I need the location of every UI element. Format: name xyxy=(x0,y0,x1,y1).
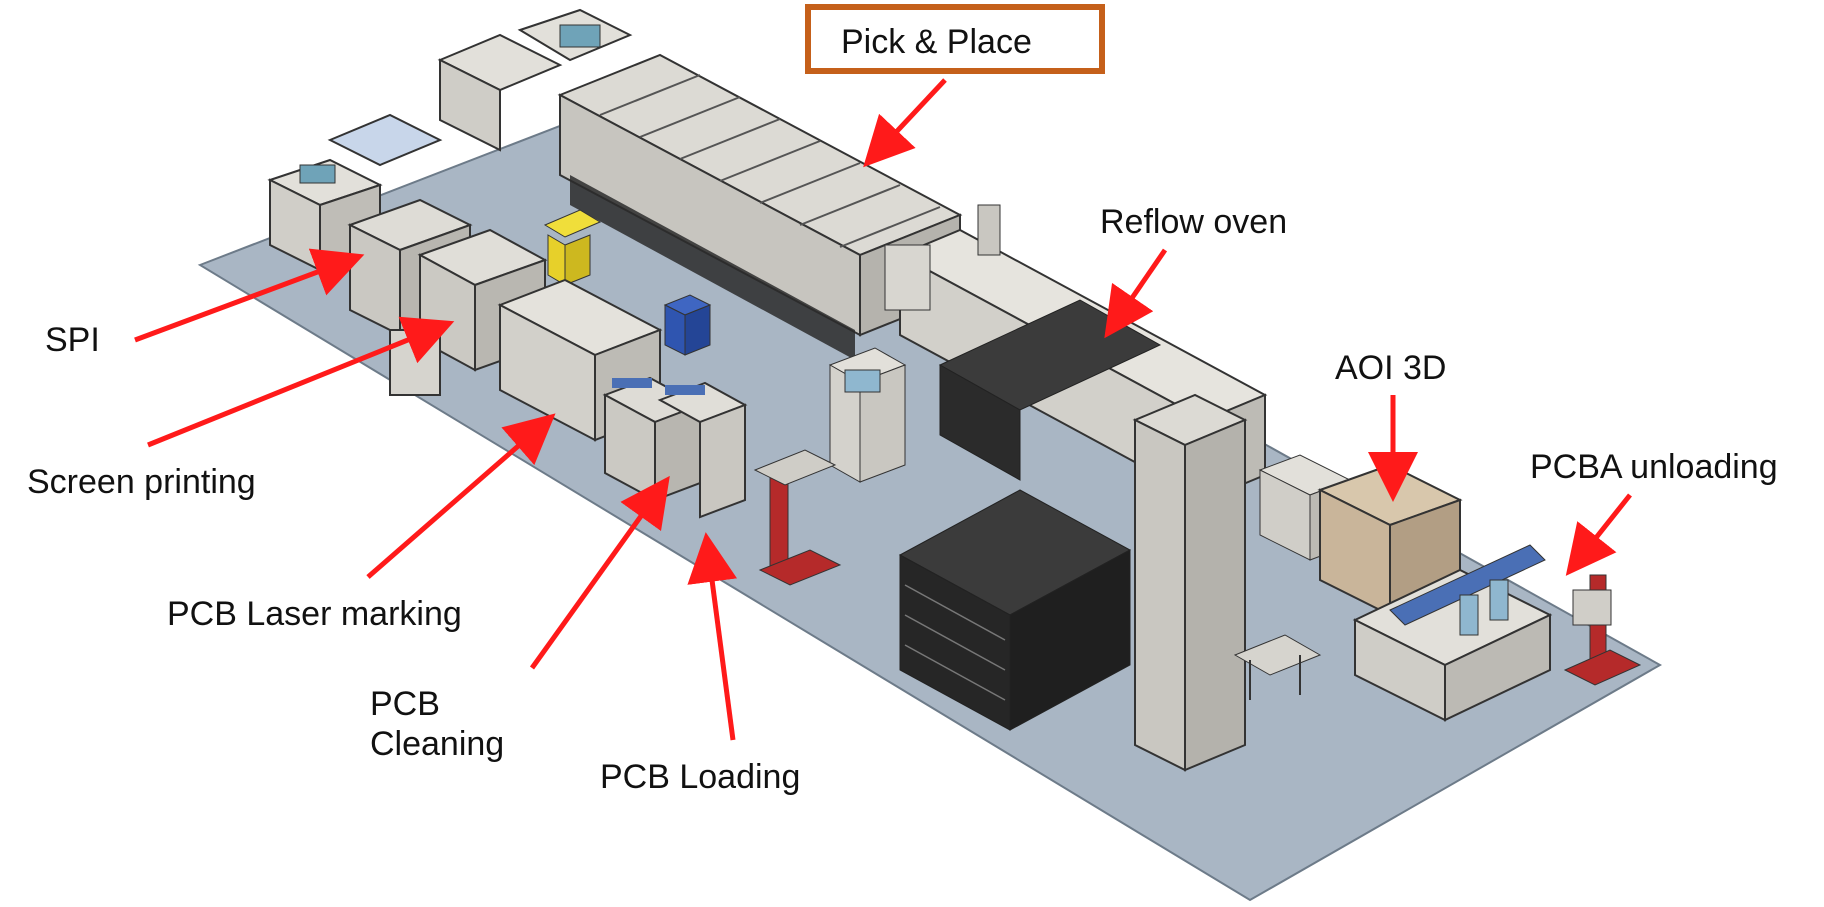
arrow-screen-printing xyxy=(147,316,455,448)
arrow-loading xyxy=(687,532,737,741)
arrow-reflow xyxy=(1104,248,1168,339)
cleaning-label-line1: PCB xyxy=(370,685,440,723)
middle-machines xyxy=(497,278,907,519)
laser-marking-label: PCB Laser marking xyxy=(167,595,462,633)
pcba-unloading-machines xyxy=(1352,544,1553,722)
pick-and-place-machines xyxy=(557,53,963,360)
arrow-laser-marking xyxy=(366,413,556,579)
aoi-label: AOI 3D xyxy=(1335,349,1447,387)
tall-cabinet xyxy=(1132,393,1248,772)
reflow-oven-label: Reflow oven xyxy=(1100,203,1288,241)
workbench xyxy=(1233,634,1322,700)
arrow-spi xyxy=(134,248,365,343)
unloading-cart xyxy=(1563,574,1642,686)
arrow-cleaning xyxy=(529,475,670,670)
loading-cart xyxy=(753,449,842,586)
loading-label: PCB Loading xyxy=(600,758,801,796)
callout-arrows xyxy=(134,78,1632,741)
pick-place-box: Pick & Place xyxy=(805,4,1105,74)
unloading-label: PCBA unloading xyxy=(1530,448,1778,486)
spi-label: SPI xyxy=(45,321,100,359)
blue-bin xyxy=(663,294,712,356)
pick-place-label: Pick & Place xyxy=(841,23,1032,61)
screen-printing-label: Screen printing xyxy=(27,463,256,501)
cleaning-label-line2: Cleaning xyxy=(370,725,505,763)
arrow-pick-place xyxy=(863,78,947,168)
arrow-unloading xyxy=(1565,493,1632,576)
yellow-bin xyxy=(543,209,602,286)
